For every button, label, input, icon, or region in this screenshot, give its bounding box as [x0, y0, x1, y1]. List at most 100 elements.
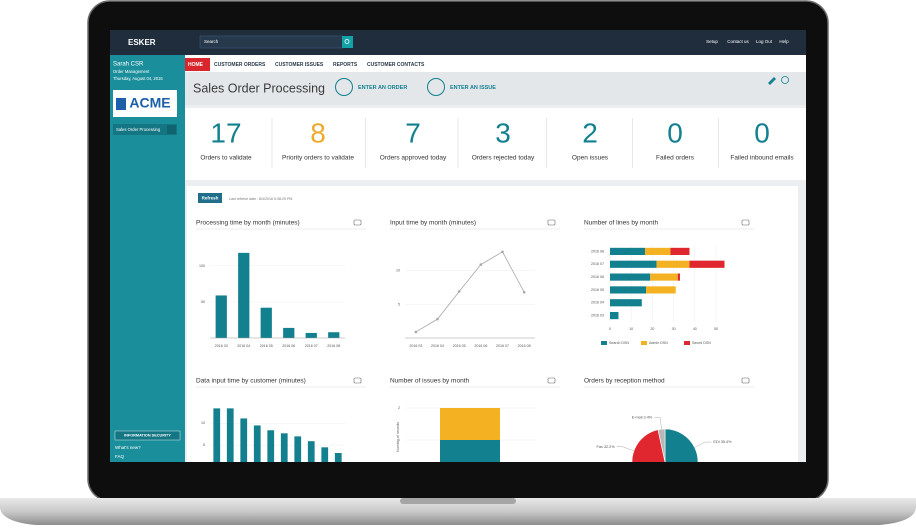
- legend-label: Search DSN: [609, 341, 629, 345]
- point: [479, 263, 483, 266]
- edit-icon[interactable]: [768, 77, 776, 85]
- tick-label: 40: [693, 327, 697, 331]
- bar: [334, 453, 342, 462]
- kpi-value: 8: [310, 117, 326, 148]
- tick-label: 10: [396, 269, 400, 273]
- tick-label: 5: [203, 443, 205, 447]
- bar-segment: [610, 247, 645, 256]
- leader-line: [616, 446, 635, 452]
- chart-title: Orders by reception method: [584, 378, 665, 385]
- tick-label: 0: [609, 327, 611, 331]
- bar: [328, 332, 340, 338]
- bar: [280, 433, 288, 462]
- nav-tab[interactable]: CUSTOMER CONTACTS: [367, 62, 425, 68]
- tick-label: 2016 06: [474, 344, 487, 348]
- chart-title: Input time by month (minutes): [390, 220, 476, 227]
- search-button[interactable]: [342, 36, 353, 48]
- bar: [307, 441, 315, 462]
- bar: [226, 408, 234, 462]
- search-placeholder[interactable]: Search: [204, 39, 219, 44]
- top-link[interactable]: Setup: [706, 39, 718, 44]
- leader-line: [654, 417, 662, 430]
- export-icon[interactable]: [547, 219, 556, 226]
- legend-marker: [684, 341, 690, 345]
- bar-segment: [689, 260, 725, 268]
- tick-label: 50: [714, 327, 718, 331]
- dropdown[interactable]: [113, 124, 177, 135]
- tick-label: 50: [201, 300, 205, 304]
- bar: [267, 430, 275, 462]
- bar: [294, 436, 302, 462]
- tick-label: 2016 08: [591, 249, 604, 253]
- bar-segment: [610, 260, 657, 268]
- chart-title: Data input time by customer (minutes): [196, 378, 306, 385]
- footer-link[interactable]: INFORMATION SECURITY: [124, 434, 171, 438]
- kpi-value: 0: [667, 117, 683, 148]
- tick-label: 2016 05: [591, 288, 604, 292]
- bar-segment: [656, 260, 690, 268]
- action-link[interactable]: ENTER AN ORDER: [358, 85, 407, 91]
- pie-label: Fax 32.2%: [597, 445, 616, 449]
- refresh-button[interactable]: [198, 193, 222, 203]
- tick-label: 10: [629, 327, 633, 331]
- kpi-value: 17: [210, 117, 241, 148]
- header-band: [185, 72, 806, 105]
- top-link[interactable]: Help: [779, 39, 789, 44]
- dropdown-text[interactable]: Sales Order Processing: [116, 127, 161, 132]
- page-title: Sales Order Processing: [193, 81, 325, 95]
- pie-label: EDI 35.4%: [713, 440, 732, 444]
- export-icon[interactable]: [741, 219, 750, 226]
- bar: [253, 425, 261, 462]
- tick-label: 2016 03: [409, 344, 422, 348]
- dropdown-chevron[interactable]: [167, 125, 176, 134]
- bar-segment: [650, 273, 678, 281]
- help-icon[interactable]: [781, 76, 789, 84]
- bar-segment: [644, 247, 671, 256]
- bar-segment: [670, 247, 690, 256]
- y-axis-label: Number of records: [396, 422, 400, 452]
- export-icon[interactable]: [353, 377, 362, 384]
- nav-tab[interactable]: REPORTS: [333, 62, 358, 68]
- kpi-row: [185, 108, 806, 180]
- top-link[interactable]: Log Out: [756, 39, 773, 44]
- last-refresh: Last refresh date : 8/4/2016 5:38:25 PM: [229, 197, 292, 201]
- bar-segment: [610, 273, 651, 281]
- top-link[interactable]: Contact us: [727, 39, 749, 44]
- search-icon: [344, 39, 350, 44]
- bar: [213, 408, 221, 462]
- nav-tab[interactable]: CUSTOMER ISSUES: [275, 62, 324, 68]
- action-link[interactable]: ENTER AN ISSUE: [450, 85, 496, 91]
- info-security-box[interactable]: [114, 430, 181, 441]
- legend-label: Admin DSN: [649, 341, 668, 345]
- nav-tab[interactable]: CUSTOMER ORDERS: [214, 62, 266, 68]
- export-icon[interactable]: [547, 377, 556, 384]
- nav-tab[interactable]: HOME: [188, 62, 204, 68]
- bar-segment: [610, 311, 619, 320]
- date: Thursday, August 04, 2016: [113, 76, 163, 81]
- kpi-value: 0: [754, 117, 770, 148]
- order-icon[interactable]: [335, 78, 353, 96]
- bar: [240, 418, 248, 462]
- tick-label: 2016 03: [215, 344, 228, 348]
- kpi-label: Priority orders to validate: [282, 155, 354, 162]
- tick-label: 2016 05: [260, 344, 273, 348]
- bar-segment: [646, 286, 676, 294]
- kpi-label: Failed inbound emails: [730, 155, 794, 162]
- point: [522, 290, 526, 294]
- tick-label: 2016 05: [453, 344, 466, 348]
- search-box[interactable]: [199, 35, 344, 49]
- refresh-text[interactable]: Refresh: [202, 196, 219, 201]
- chart-title: Processing time by month (minutes): [196, 220, 300, 227]
- footer-link[interactable]: FAQ: [115, 454, 125, 459]
- export-icon[interactable]: [741, 377, 750, 384]
- export-icon[interactable]: [353, 219, 362, 226]
- bar: [215, 295, 227, 338]
- point: [414, 330, 418, 334]
- leader-line: [694, 441, 712, 448]
- issue-icon[interactable]: [427, 78, 445, 96]
- footer-link[interactable]: What's new?: [115, 445, 141, 450]
- line: [415, 251, 525, 333]
- bar-segment: [610, 299, 642, 307]
- tick-label: 2016 03: [591, 314, 604, 318]
